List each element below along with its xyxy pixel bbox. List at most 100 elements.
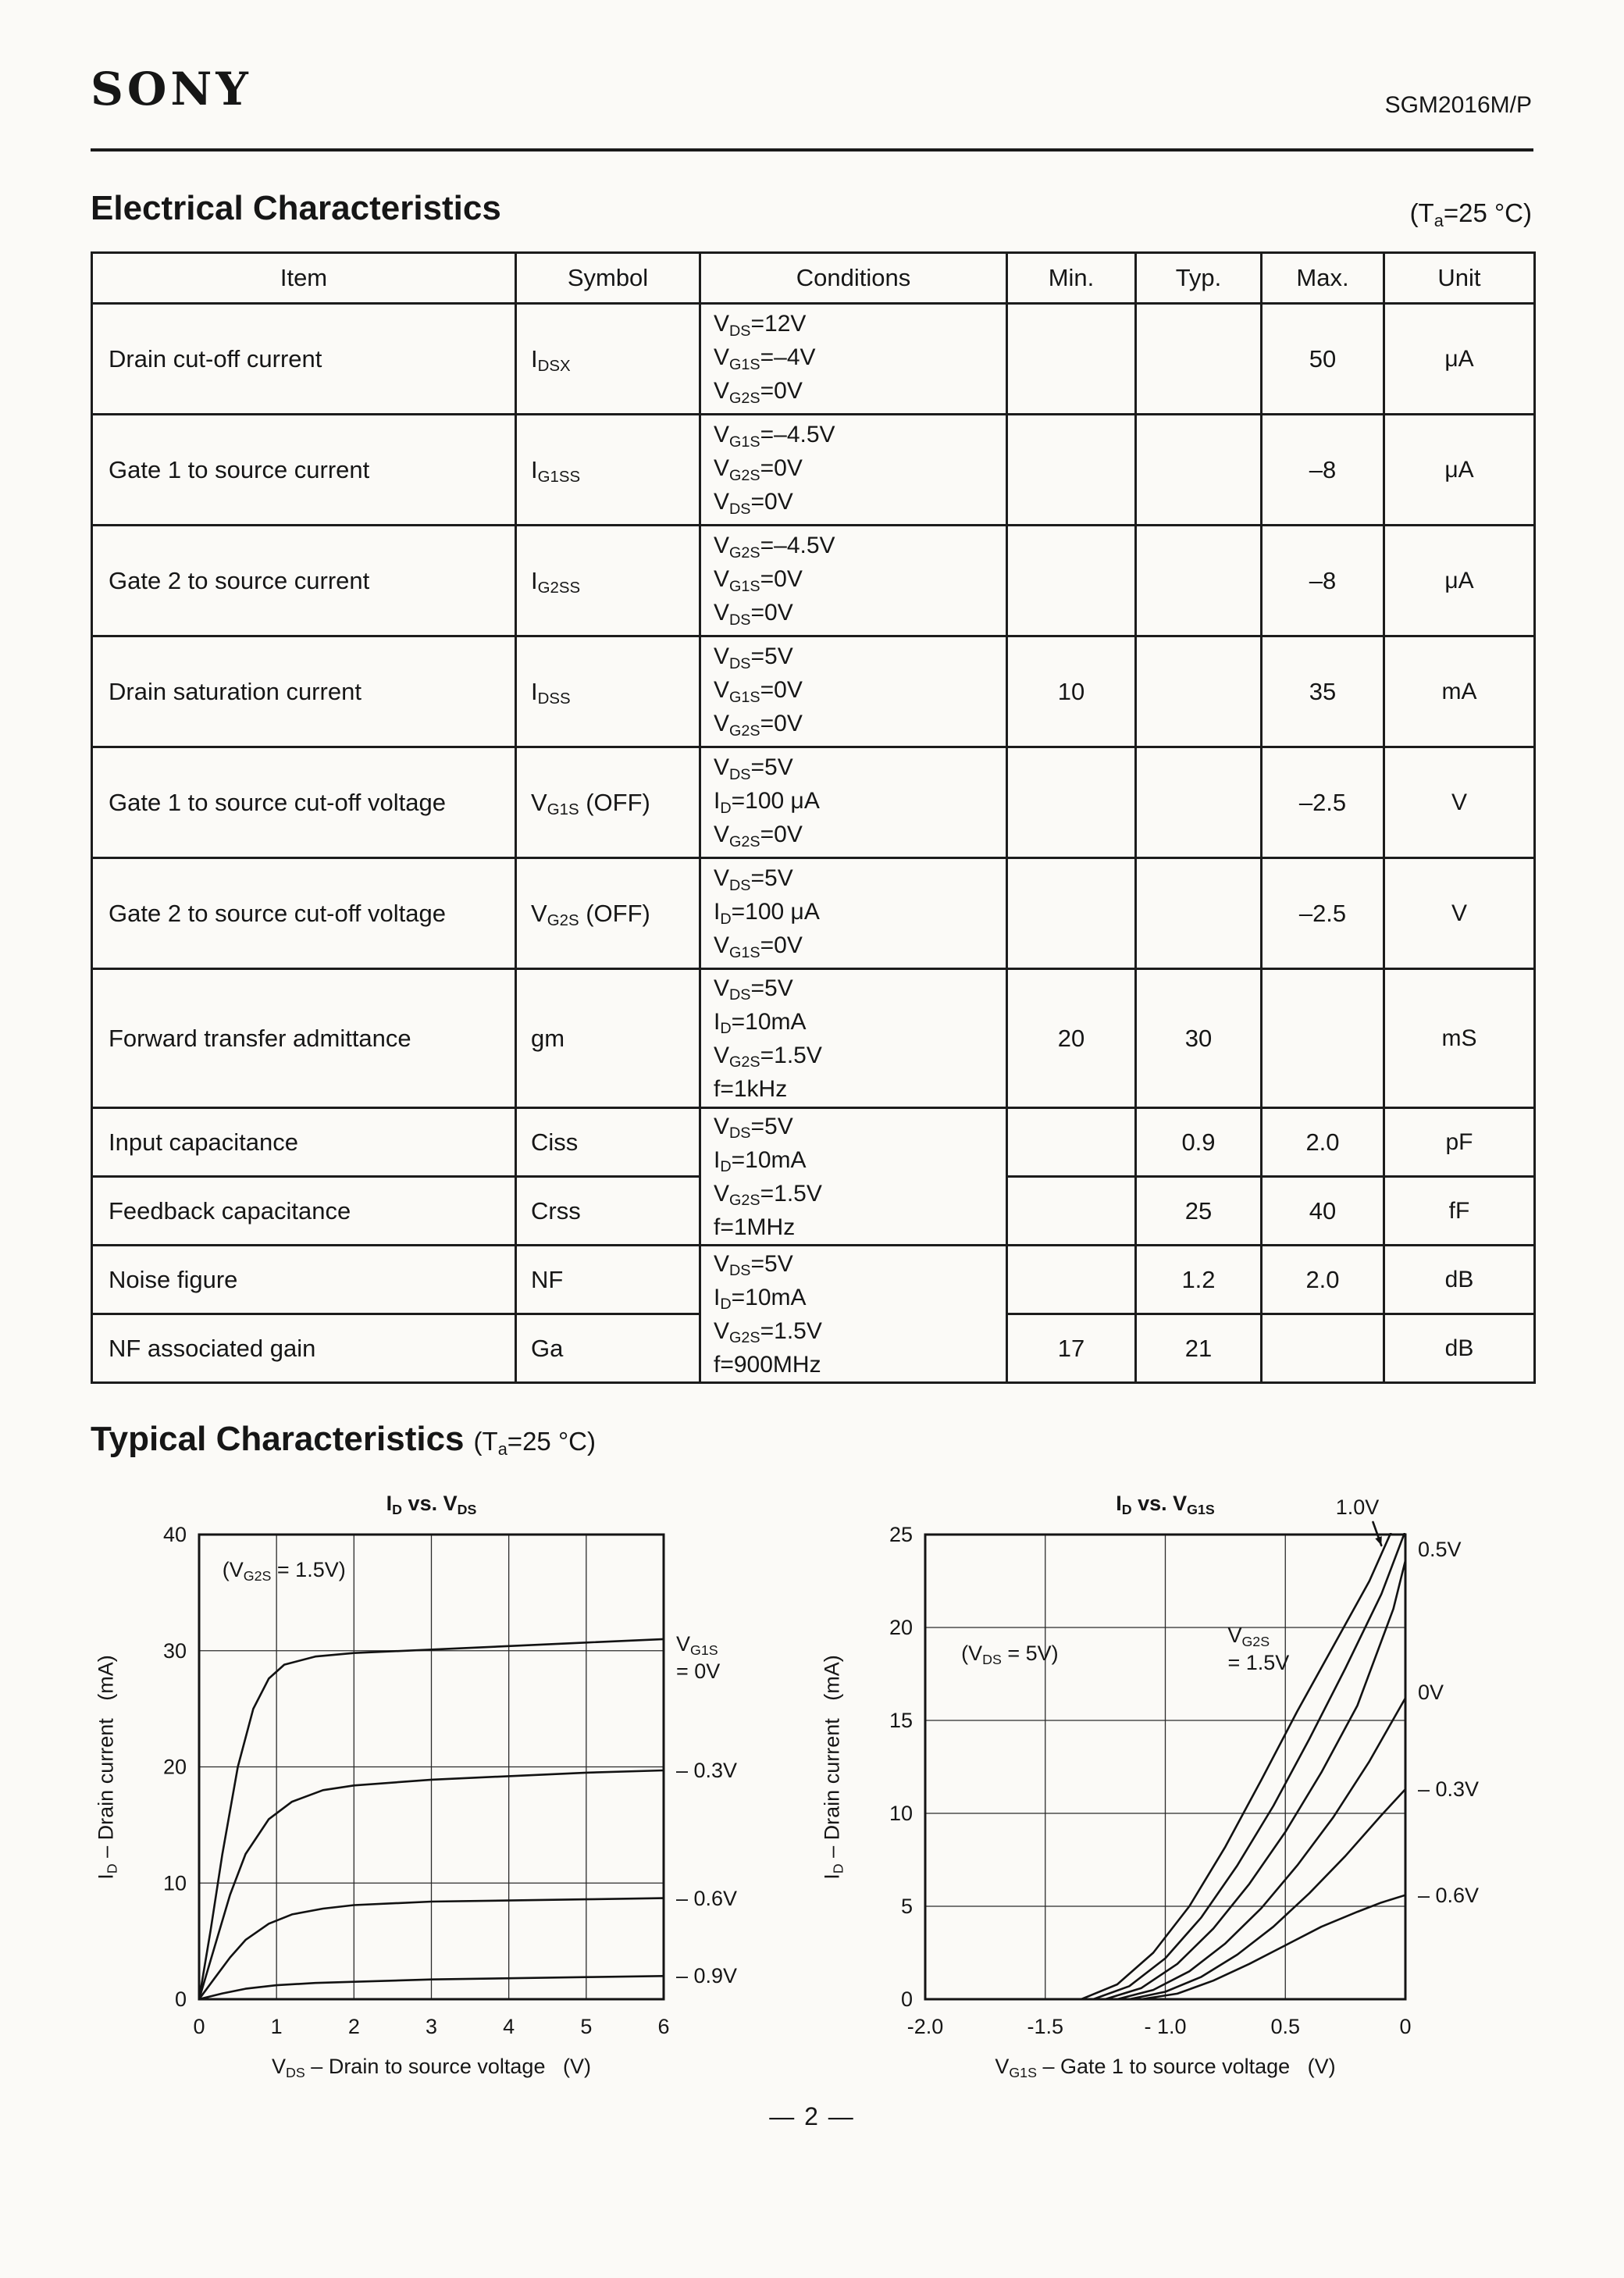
- cell-typ: [1134, 635, 1263, 748]
- curve-label: – 0.6V: [676, 1886, 738, 1910]
- cell-typ: 21: [1134, 1313, 1263, 1384]
- y-tick-label: 40: [163, 1523, 187, 1546]
- x-axis-label: VDS – Drain to source voltage (V): [272, 2055, 591, 2080]
- chart-id-vs-vg1s: -2.0 -1.5 - 1.0 0.5 0 0 5 10 15 20 25 1.0V ID vs. VG…: [808, 1480, 1620, 2167]
- cell-unit: V: [1383, 746, 1536, 859]
- y-axis-label: ID – Drain current (mA): [820, 1654, 846, 1880]
- chart-canvas: 0 1 2 3 4 5 6 0 10 20 30 40: [163, 1523, 670, 2038]
- y-tick-label: 20: [163, 1756, 187, 1779]
- cell-conditions: VG2S=–4.5V VG1S=0V VDS=0V: [699, 524, 1008, 637]
- cell-max: –2.5: [1260, 746, 1385, 859]
- cell-min: 10: [1006, 635, 1137, 748]
- chart-title: ID vs. VG1S: [1116, 1492, 1215, 1517]
- curve-label: – 0.3V: [676, 1758, 738, 1782]
- chart-title: ID vs. VDS: [386, 1492, 477, 1517]
- curve-label: – 0.3V: [1418, 1777, 1480, 1802]
- arrow-head: [1375, 1536, 1382, 1545]
- col-header-max: Max.: [1260, 251, 1385, 305]
- cell-typ: 30: [1134, 968, 1263, 1109]
- cell-symbol: IG2SS: [515, 524, 701, 637]
- curve-label: – 0.9V: [676, 1964, 738, 1988]
- cell-symbol: VG1S (OFF): [515, 746, 701, 859]
- y-tick-label: 20: [889, 1616, 913, 1639]
- cell-min: 17: [1006, 1313, 1137, 1384]
- cell-conditions: VDS=5V ID=100 μA VG2S=0V: [699, 746, 1008, 859]
- cell-typ: [1134, 746, 1263, 859]
- section-title-typical: Typical Characteristics (Ta=25 °C): [91, 1420, 596, 1459]
- col-header-min: Min.: [1006, 251, 1137, 305]
- chart-canvas: -2.0 -1.5 - 1.0 0.5 0 0 5 10 15 20 25 1.0V: [889, 1495, 1412, 2038]
- cell-max: 40: [1260, 1175, 1385, 1246]
- typical-title-text: Typical Characteristics: [91, 1420, 465, 1458]
- cell-item: Gate 1 to source cut-off voltage: [91, 746, 517, 859]
- x-tick-label: 0: [1399, 2015, 1411, 2038]
- table-row: Drain cut-off current IDSX VDS=12V VG1S=–4V…: [91, 302, 1536, 415]
- cell-item: Input capacitance: [91, 1107, 517, 1178]
- cell-unit: V: [1383, 857, 1536, 970]
- chart-id-vs-vds: 0 1 2 3 4 5 6 0 10 20 30 40 ID vs. VDS (VG2S = 1.5V) V…: [66, 1480, 855, 2167]
- cell-conditions: VDS=5V ID=10mA VG2S=1.5V f=900MHz: [699, 1244, 1008, 1384]
- x-tick-label: 1: [271, 2015, 283, 2038]
- cell-symbol: VG2S (OFF): [515, 857, 701, 970]
- cell-conditions: VDS=5V VG1S=0V VG2S=0V: [699, 635, 1008, 748]
- cell-unit: pF: [1383, 1107, 1536, 1178]
- cell-symbol: IDSX: [515, 302, 701, 415]
- cell-min: [1006, 1175, 1137, 1246]
- x-tick-label: 0: [193, 2015, 205, 2038]
- cell-item: Gate 1 to source current: [91, 413, 517, 526]
- cell-typ: [1134, 302, 1263, 415]
- cell-symbol: IDSS: [515, 635, 701, 748]
- series-curve: [1104, 1560, 1405, 1999]
- cell-max: [1260, 1313, 1385, 1384]
- cell-max: –8: [1260, 413, 1385, 526]
- cell-unit: dB: [1383, 1244, 1536, 1315]
- cell-max: –8: [1260, 524, 1385, 637]
- curve-label-top: 1.0V: [1336, 1495, 1380, 1519]
- series-curve: [199, 1897, 664, 1999]
- cell-unit: μA: [1383, 413, 1536, 526]
- series-curve: [199, 1975, 664, 1999]
- x-tick-label: 0.5: [1270, 2015, 1300, 2038]
- cell-min: [1006, 1244, 1137, 1315]
- y-tick-label: 25: [889, 1523, 913, 1546]
- x-tick-label: 5: [580, 2015, 592, 2038]
- spec-table-body: Drain cut-off current IDSX VDS=12V VG1S=–4V…: [91, 302, 1536, 1384]
- cell-item: Gate 2 to source cut-off voltage: [91, 857, 517, 970]
- y-tick-label: 10: [889, 1802, 913, 1825]
- table-row: Feedback capacitance Crss 25 40 fF: [91, 1175, 1536, 1246]
- series-curve: [199, 1769, 664, 1999]
- col-header-unit: Unit: [1383, 251, 1536, 305]
- y-tick-label: 30: [163, 1639, 187, 1663]
- series-curve: [1116, 1697, 1405, 1999]
- col-header-item: Item: [91, 251, 517, 305]
- temp-note-typical: (Ta=25 °C): [473, 1427, 596, 1460]
- cell-min: [1006, 302, 1137, 415]
- header-rule: [91, 148, 1533, 152]
- cell-item: Noise figure: [91, 1244, 517, 1315]
- cell-item: Forward transfer admittance: [91, 968, 517, 1109]
- x-axis-label: VG1S – Gate 1 to source voltage (V): [995, 2055, 1336, 2080]
- y-tick-label: 0: [175, 1987, 187, 2011]
- cell-min: [1006, 746, 1137, 859]
- col-header-symbol: Symbol: [515, 251, 701, 305]
- x-tick-label: 3: [426, 2015, 437, 2038]
- section-title-electrical: Electrical Characteristics: [91, 189, 501, 227]
- x-tick-label: 6: [657, 2015, 669, 2038]
- x-tick-label: -1.5: [1027, 2015, 1063, 2038]
- cell-symbol: gm: [515, 968, 701, 1109]
- cell-conditions: VG1S=–4.5V VG2S=0V VDS=0V: [699, 413, 1008, 526]
- y-axis-label: ID – Drain current (mA): [94, 1654, 120, 1880]
- cell-typ: 0.9: [1134, 1107, 1263, 1178]
- x-tick-label: -2.0: [907, 2015, 944, 2038]
- page-footer: — 2 —: [0, 2102, 1624, 2131]
- cell-unit: mS: [1383, 968, 1536, 1109]
- table-row: Input capacitance Ciss VDS=5V ID=10mA VG2S=1…: [91, 1107, 1536, 1246]
- table-row: Gate 1 to source cut-off voltage VG1S (OF…: [91, 746, 1536, 859]
- cell-max: 2.0: [1260, 1244, 1385, 1315]
- table-row: Gate 2 to source current IG2SS VG2S=–4.5V V…: [91, 524, 1536, 637]
- y-tick-label: 0: [901, 1987, 913, 2011]
- x-tick-label: 4: [503, 2015, 515, 2038]
- col-header-typ: Typ.: [1134, 251, 1263, 305]
- cell-item: NF associated gain: [91, 1313, 517, 1384]
